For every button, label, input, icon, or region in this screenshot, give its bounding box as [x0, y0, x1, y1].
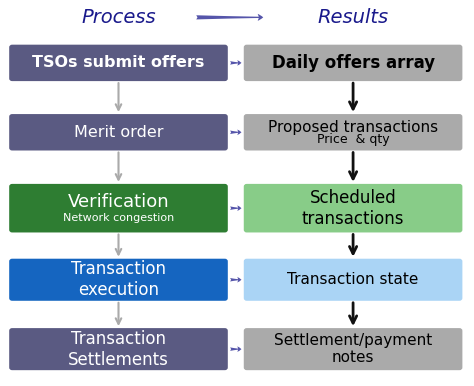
Text: Price  & qty: Price & qty [317, 133, 390, 146]
FancyBboxPatch shape [244, 114, 463, 151]
Text: Process: Process [81, 8, 156, 27]
FancyBboxPatch shape [244, 328, 463, 370]
Text: Transaction
execution: Transaction execution [71, 260, 166, 299]
Text: Verification: Verification [68, 193, 169, 211]
FancyBboxPatch shape [9, 328, 228, 370]
Text: Network congestion: Network congestion [63, 213, 174, 223]
FancyBboxPatch shape [244, 45, 463, 81]
Text: Transaction state: Transaction state [287, 272, 419, 287]
FancyBboxPatch shape [244, 259, 463, 301]
Text: Proposed transactions: Proposed transactions [268, 120, 438, 135]
Text: Results: Results [318, 8, 389, 27]
FancyBboxPatch shape [9, 114, 228, 151]
Text: Scheduled
transactions: Scheduled transactions [302, 189, 404, 228]
Text: Daily offers array: Daily offers array [272, 54, 435, 72]
FancyBboxPatch shape [9, 45, 228, 81]
FancyBboxPatch shape [9, 259, 228, 301]
Text: Merit order: Merit order [74, 125, 163, 140]
Text: Transaction
Settlements: Transaction Settlements [68, 330, 169, 369]
Text: TSOs submit offers: TSOs submit offers [32, 55, 205, 70]
FancyBboxPatch shape [244, 184, 463, 232]
FancyBboxPatch shape [9, 184, 228, 232]
Text: Settlement/payment
notes: Settlement/payment notes [274, 333, 432, 365]
